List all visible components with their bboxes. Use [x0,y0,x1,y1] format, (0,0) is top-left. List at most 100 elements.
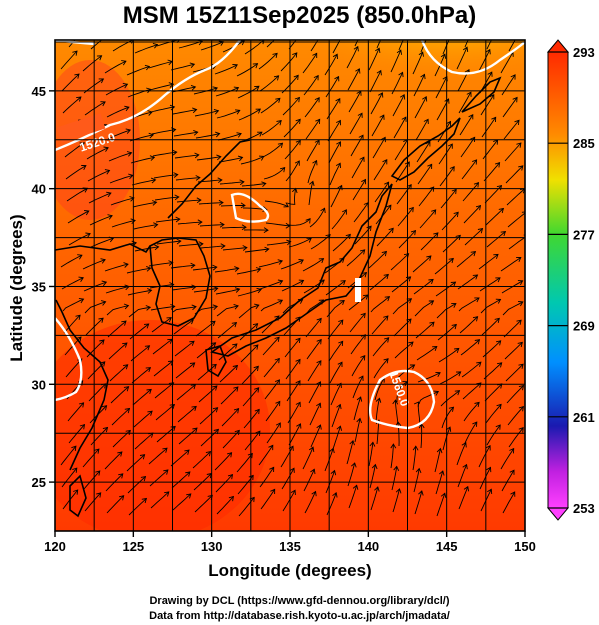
streamline [390,444,394,469]
streamline [154,382,174,399]
streamline-arrowhead [211,363,217,370]
streamline [500,448,515,470]
streamline-arrowhead [274,336,280,342]
streamline-arrowhead [463,485,470,492]
streamline-arrowhead [495,277,501,283]
streamline [221,226,247,229]
streamline [503,319,522,338]
streamline [459,114,474,136]
streamline [236,63,258,77]
streamline-arrowhead [145,367,152,373]
coast-japan-hokkaido [390,117,461,181]
streamline-arrowhead [401,116,407,122]
streamline [478,254,499,270]
streamline-arrowhead [220,243,226,250]
streamline [417,372,441,383]
streamline-arrowhead [462,46,469,52]
streamline-arrowhead [453,211,459,218]
streamline [221,408,239,427]
streamline [66,187,88,202]
colorbar-tick-label: 285 [573,136,595,151]
streamline-arrowhead [426,30,431,35]
streamline [280,259,304,270]
streamline [502,97,518,118]
streamline-arrowhead [383,315,389,321]
streamline-arrowhead [174,194,180,201]
streamline [351,156,365,179]
streamline-arrowhead [146,388,152,395]
streamline [374,181,389,203]
streamline-arrowhead [395,421,402,427]
x-tick-label: 120 [44,539,66,554]
streamline-arrowhead [336,141,342,147]
streamline [176,384,196,401]
streamline-arrowhead [79,423,86,430]
streamline-arrowhead [517,280,524,286]
streamline-arrowhead [447,143,453,149]
x-tick-label: 125 [122,539,144,554]
streamline [151,317,172,333]
streamline [332,426,341,450]
streamline [262,142,283,158]
streamline-arrowhead [295,139,301,146]
streamline [127,476,146,494]
streamline [175,362,195,379]
streamline [484,383,503,402]
streamline-arrowhead [295,316,301,322]
coast-china-east [55,299,109,471]
contour-south-high [369,369,436,430]
streamline-arrowhead [189,362,196,368]
streamline [176,199,201,203]
colorbar-bottom-arrow [546,507,570,521]
streamline [372,337,390,357]
streamline [107,129,131,140]
streamline [198,385,218,403]
streamline-arrowhead [104,169,111,175]
streamline [462,182,479,202]
streamline [438,348,460,363]
streamline [368,48,380,71]
streamline [217,133,242,141]
streamline-arrowhead [286,239,292,246]
streamline [329,163,341,186]
streamline [260,489,276,510]
streamline-arrowhead [100,258,106,264]
streamline-arrowhead [408,206,414,213]
streamline [350,334,366,355]
streamline-arrowhead [454,347,460,354]
streamline-arrowhead [410,229,417,236]
colorbar-tick-label: 253 [573,501,595,516]
streamline-arrowhead [374,486,380,492]
streamline-arrowhead [477,228,484,234]
streamline [148,447,168,465]
streamline-arrowhead [475,204,482,211]
streamline-arrowhead [518,363,524,369]
streamline [349,112,363,135]
streamline-arrowhead [185,471,191,477]
streamline [82,55,102,72]
streamline [109,174,133,184]
streamline [504,342,523,360]
streamline-arrowhead [436,447,443,454]
streamline-arrowhead [99,339,105,345]
streamline-arrowhead [319,30,324,35]
streamline-arrowhead [332,53,338,60]
streamline-arrowhead [383,273,389,280]
streamline [353,202,369,223]
streamline-arrowhead [342,209,347,215]
streamline [390,49,402,73]
streamline [302,447,314,470]
streamline-arrowhead [139,454,146,460]
streamline [442,40,450,55]
streamline-arrowhead [474,401,480,408]
streamline-arrowhead [176,238,182,245]
streamline-arrowhead [141,497,148,504]
streamline [440,390,460,407]
streamline-arrowhead [355,68,361,74]
streamline [263,358,280,378]
streamline [372,137,386,159]
colorbar-tick-label: 293 [573,45,595,60]
streamline-arrowhead [384,296,391,302]
streamline [174,340,195,357]
streamline [288,423,301,446]
